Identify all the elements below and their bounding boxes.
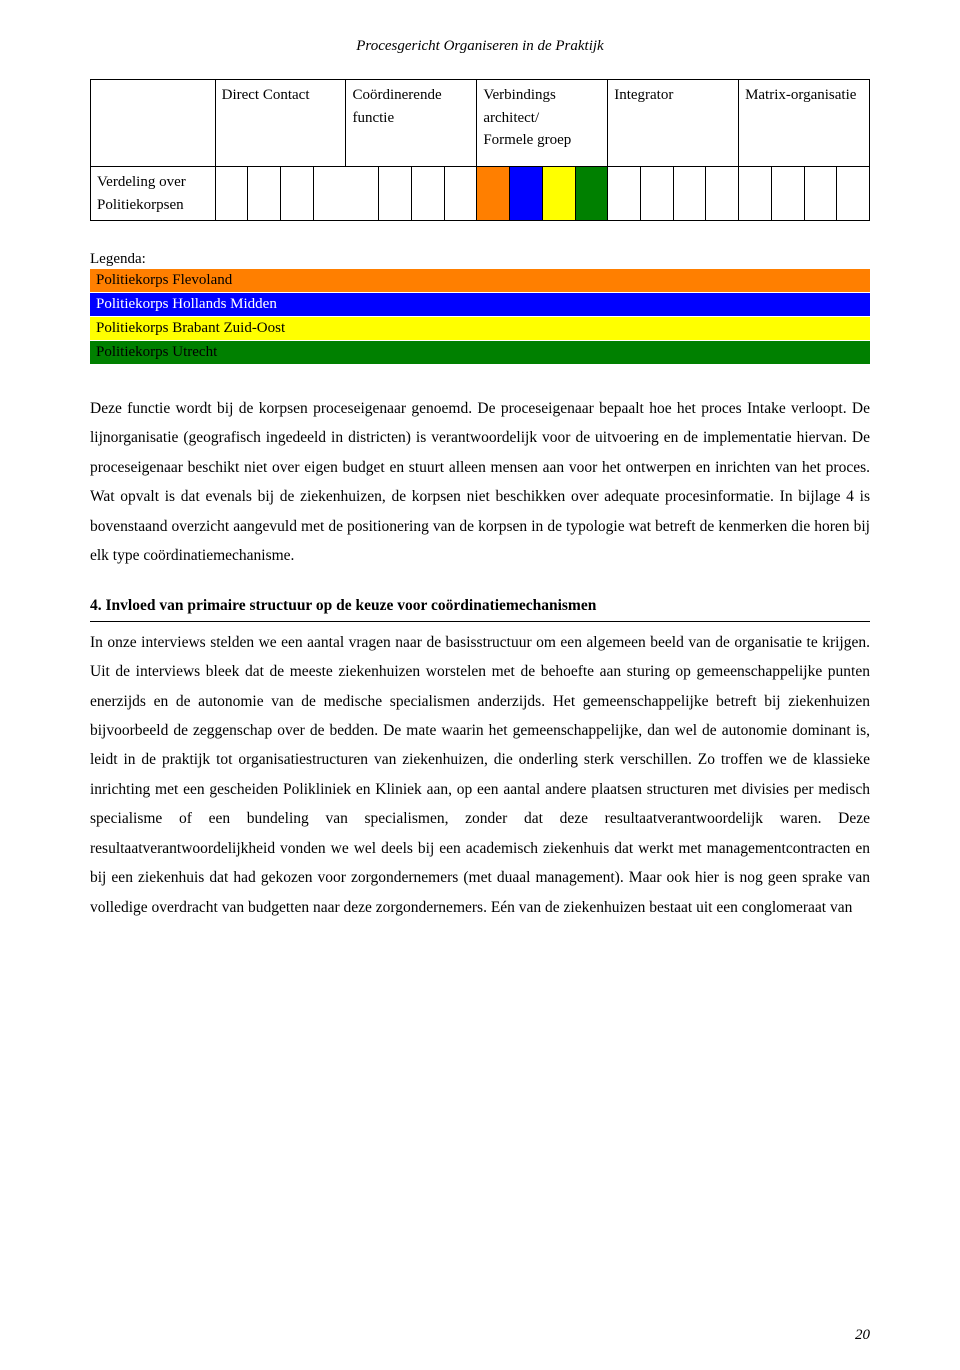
- legend-item-brabant: Politiekorps Brabant Zuid-Oost: [90, 317, 870, 340]
- cell-verbindings: [477, 167, 608, 221]
- header-col-4: Integrator: [608, 80, 739, 167]
- section-rule: [90, 621, 870, 622]
- running-header: Procesgericht Organiseren in de Praktijk: [90, 38, 870, 55]
- header-col-3-line3: Formele groep: [483, 132, 571, 148]
- header-col-4-text: Integrator: [614, 87, 673, 103]
- legend-label: Politiekorps Brabant Zuid-Oost: [96, 320, 285, 336]
- cell-direct-contact: [215, 167, 346, 221]
- table-header-row: Direct Contact Coördinerende functie Ver…: [91, 80, 870, 167]
- header-empty: [91, 80, 216, 167]
- row-label-line2: Politiekorpsen: [97, 197, 184, 213]
- page-number: 20: [855, 1327, 870, 1344]
- legend-heading: Legenda:: [90, 251, 870, 268]
- row-label-cell: Verdeling over Politiekorpsen: [91, 167, 216, 221]
- header-col-1: Direct Contact: [215, 80, 346, 167]
- cell-integrator: [608, 167, 739, 221]
- row-label-line1: Verdeling over: [97, 174, 186, 190]
- legend-item-hollands: Politiekorps Hollands Midden: [90, 293, 870, 316]
- header-col-5: Matrix-organisatie: [739, 80, 870, 167]
- header-col-1-text: Direct Contact: [222, 87, 310, 103]
- legend-label: Politiekorps Flevoland: [96, 272, 232, 288]
- paragraph-2: In onze interviews stelden we een aantal…: [90, 628, 870, 922]
- legend-item-flevoland: Politiekorps Flevoland: [90, 269, 870, 292]
- header-col-2-line1: Coördinerende: [352, 87, 441, 103]
- header-col-3-line1: Verbindings: [483, 87, 556, 103]
- header-col-3-line2: architect/: [483, 110, 539, 126]
- legend-item-utrecht: Politiekorps Utrecht: [90, 341, 870, 364]
- cell-coord-functie: [346, 167, 477, 221]
- header-col-3: Verbindings architect/ Formele groep: [477, 80, 608, 167]
- legend-block: Politiekorps Flevoland Politiekorps Holl…: [90, 269, 870, 364]
- table-data-row: Verdeling over Politiekorpsen: [91, 167, 870, 221]
- legend-label: Politiekorps Hollands Midden: [96, 296, 277, 312]
- header-col-2: Coördinerende functie: [346, 80, 477, 167]
- cell-matrix: [739, 167, 870, 221]
- paragraph-1: Deze functie wordt bij de korpsen proces…: [90, 394, 870, 571]
- legend-label: Politiekorps Utrecht: [96, 344, 217, 360]
- header-col-2-line2: functie: [352, 110, 394, 126]
- mechanism-table: Direct Contact Coördinerende functie Ver…: [90, 79, 870, 221]
- page: Procesgericht Organiseren in de Praktijk…: [0, 0, 960, 1370]
- section-title: 4. Invloed van primaire structuur op de …: [90, 597, 870, 615]
- header-col-5-text: Matrix-organisatie: [745, 87, 856, 103]
